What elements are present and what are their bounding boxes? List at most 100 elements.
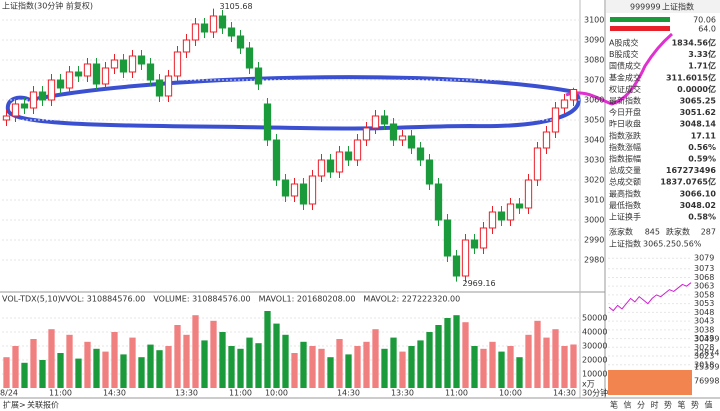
candle-body <box>2 115 11 121</box>
x-tick-label: 13:30 <box>175 389 198 398</box>
footer-tab[interactable]: 分 <box>637 401 645 410</box>
volume-bar <box>228 346 235 388</box>
candle-body <box>272 139 281 181</box>
volume-bar <box>453 315 460 388</box>
y-tick-label: 30000 <box>582 342 607 351</box>
x-tick-label: 13:30 <box>391 389 414 398</box>
footer-tab[interactable]: 势 <box>691 400 699 410</box>
candle-body <box>11 103 20 117</box>
candle-body <box>245 47 254 69</box>
volume-bar <box>516 357 523 388</box>
volume-bar <box>390 337 397 388</box>
footer-tab[interactable]: 信 <box>624 400 632 410</box>
volume-bar <box>183 334 190 388</box>
candle-body <box>56 79 65 89</box>
quote-value: 0.56% <box>688 143 716 152</box>
volume-bar <box>75 358 82 388</box>
volume-bar <box>273 323 280 388</box>
mini-tick-label: 3038 <box>694 325 714 334</box>
candle-body <box>362 127 371 141</box>
quote-label: 基金成交 <box>609 72 641 82</box>
candle-body <box>65 71 74 89</box>
y-tick-label: 40000 <box>582 328 607 337</box>
candle-body <box>47 79 56 101</box>
quote-value: 1834.56亿 <box>672 38 716 48</box>
mini-tick-label: 3018 <box>694 360 714 369</box>
y-tick-label: 3030 <box>584 156 604 165</box>
candle-body <box>326 159 335 173</box>
hand-drawn-ellipse <box>5 75 581 131</box>
mini-tick-label: 3079 <box>694 254 714 263</box>
volume-bar <box>66 334 73 388</box>
candle-body <box>146 63 155 81</box>
mini-line <box>608 282 692 312</box>
quote-label: 今日开盘 <box>609 107 641 117</box>
footer-tab[interactable]: 关联报价 <box>27 400 59 410</box>
mini-vol-tick: 76998 <box>694 377 719 386</box>
volume-bar <box>489 341 496 388</box>
volume-bar <box>264 311 271 388</box>
footer-tab[interactable]: 笔 <box>678 400 686 410</box>
candle-body <box>218 15 227 29</box>
candle-body <box>227 27 236 37</box>
candle-body <box>389 123 398 141</box>
volume-bar <box>192 315 199 388</box>
quote-label: 总成交量 <box>609 165 641 175</box>
ratio-value: 70.06 <box>693 16 716 25</box>
x-tick-label: 11:00 <box>229 389 252 398</box>
quote-value: 167273496 <box>666 166 717 175</box>
quote-value: 3051.62 <box>680 108 716 117</box>
footer-tab[interactable]: 时 <box>651 400 659 410</box>
ratio-value: 64.0 <box>698 25 716 34</box>
candle-body <box>515 203 524 209</box>
volume-bar <box>174 325 181 388</box>
y-tick-label: 3100 <box>584 16 604 25</box>
candle-body <box>425 159 434 185</box>
mini-change: 0.56% <box>676 240 702 249</box>
volume-bar <box>354 346 361 388</box>
footer-tab[interactable]: 值 <box>705 400 713 410</box>
volume-bar <box>282 334 289 388</box>
volume-bar <box>327 357 334 388</box>
y-tick-label: 3050 <box>584 116 604 125</box>
y-tick-label: 3000 <box>584 216 604 225</box>
mini-tick-label: 3028 <box>694 343 714 352</box>
candle-body <box>74 71 83 77</box>
volume-bar <box>543 337 550 388</box>
mini-volume-area <box>608 370 692 395</box>
volume-bar <box>255 343 262 388</box>
volume-title: VOL-TDX(5,10) <box>2 295 61 304</box>
candle-body <box>551 107 560 133</box>
candle-body <box>461 239 470 277</box>
footer-tab[interactable]: 势 <box>664 400 672 410</box>
volume-legend: MAVOL2: 227222320.00 <box>363 295 460 304</box>
x-tick-label: 10:00 <box>499 389 522 398</box>
ratio-bar <box>610 17 670 22</box>
candle-body <box>200 23 209 33</box>
mini-vol-tick: 153996 <box>694 363 720 372</box>
candle-body <box>281 179 290 197</box>
candle-body <box>488 211 497 229</box>
volume-bar <box>336 339 343 388</box>
candle-body <box>263 103 272 141</box>
mini-price: 3065.25 <box>643 240 676 249</box>
mini-tick-label: 3033 <box>694 334 714 343</box>
volume-legend: VVOL: 310884576.00 <box>60 295 145 304</box>
quote-value: 3066.10 <box>680 189 717 198</box>
candle-body <box>137 55 146 65</box>
candle-body <box>83 63 92 77</box>
mini-tick-label: 3023 <box>694 352 714 361</box>
y-tick-label: 2990 <box>584 236 604 245</box>
y-tick-label: 2980 <box>584 256 604 265</box>
footer-tab[interactable]: 扩展> <box>3 400 26 410</box>
candle-body <box>452 255 461 277</box>
quote-value: 17.11 <box>691 131 717 140</box>
period-label: 30分钟 <box>582 388 608 398</box>
footer-tab[interactable]: 笔 <box>610 400 618 410</box>
candle-body <box>254 67 263 85</box>
candle-body <box>416 147 425 161</box>
volume-bar <box>309 346 316 388</box>
advance-label: 涨家数 <box>609 227 633 237</box>
quote-value: 1837.0765亿 <box>660 177 716 187</box>
candle-body <box>173 51 182 77</box>
